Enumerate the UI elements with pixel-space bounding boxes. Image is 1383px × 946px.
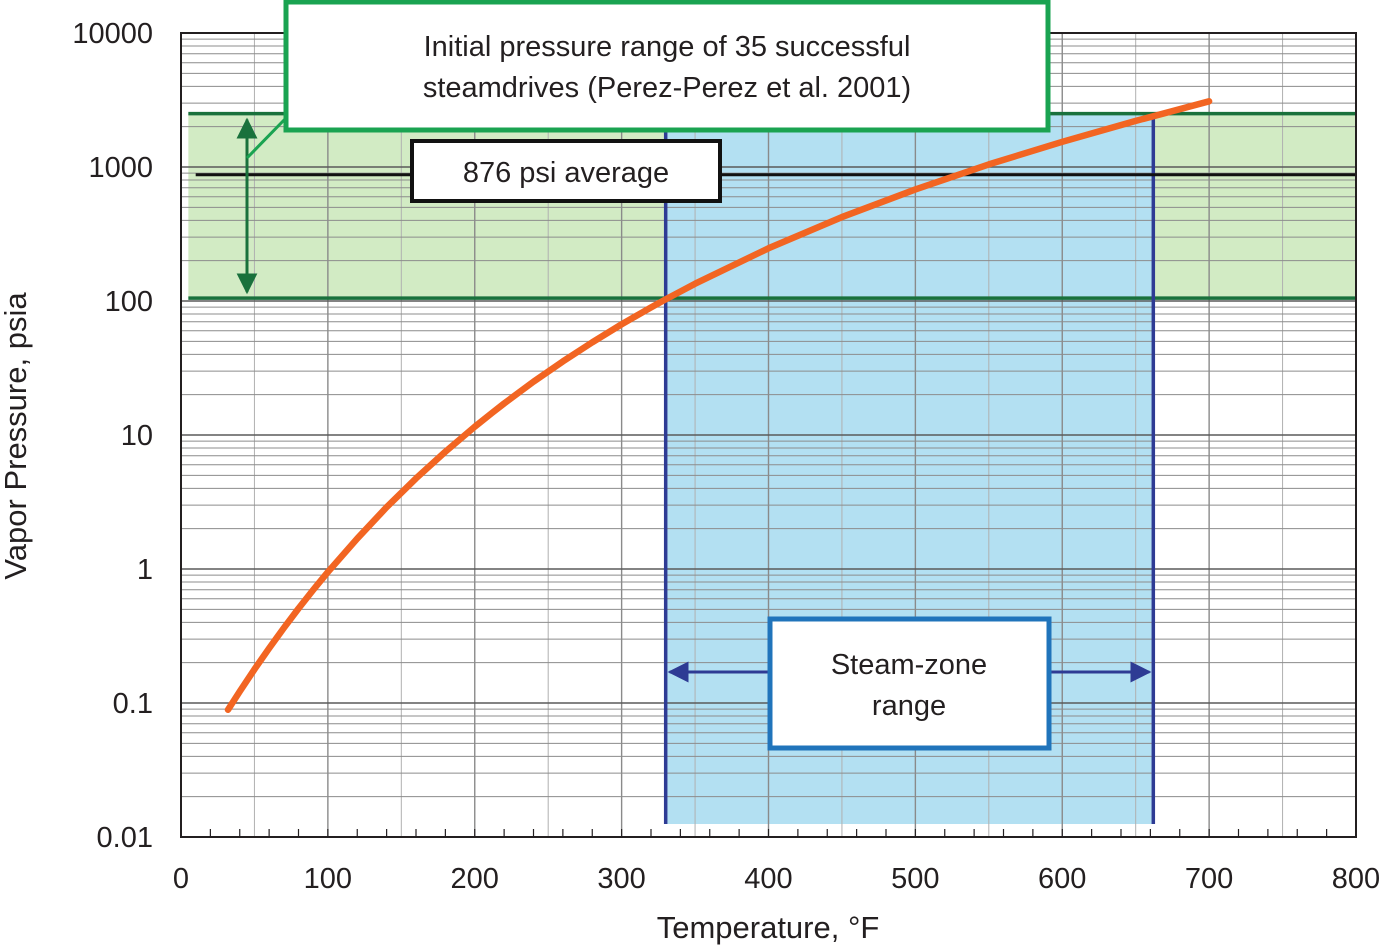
annotations: Initial pressure range of 35 successful s…: [236, 0, 1152, 751]
y-tick-label: 0.01: [97, 822, 153, 854]
steam-zone-text-line1: Steam-zone: [831, 649, 987, 681]
range-callout-text-line2: steamdrives (Perez-Perez et al. 2001): [423, 72, 911, 104]
x-tick-label: 700: [1185, 863, 1233, 895]
range-callout-box: [283, 0, 1051, 133]
vapor-pressure-curve: [224, 98, 1213, 714]
range-box-leader: [245, 116, 288, 160]
y-tick-label: 10000: [72, 18, 153, 50]
y-tick-label: 10: [121, 420, 153, 452]
x-tick-label: 100: [304, 863, 352, 895]
y-tick-label: 0.1: [113, 688, 153, 720]
y-axis-label: Vapor Pressure, psia: [0, 292, 33, 580]
x-tick-label: 500: [891, 863, 939, 895]
steam-zone-callout-box: [767, 616, 1052, 751]
x-tick-label: 800: [1332, 863, 1380, 895]
x-tick-label: 200: [451, 863, 499, 895]
y-tick-label: 1000: [88, 152, 153, 184]
y-tick-label: 1: [137, 554, 153, 586]
average-callout-box: [410, 139, 722, 203]
shaded-bands: [188, 113, 1356, 825]
x-tick-label: 0: [173, 863, 189, 895]
tick-labels: 0 100 200 300 400 500 600 700 800 0.01 0.1 1 10 100 10…: [72, 18, 1380, 895]
series-layer: [224, 98, 1213, 714]
x-tick-label: 300: [597, 863, 645, 895]
average-callout-text: 876 psi average: [463, 157, 669, 189]
y-tick-label: 100: [105, 286, 153, 318]
range-callout-text-line1: Initial pressure range of 35 successful: [424, 31, 911, 63]
x-tick-label: 600: [1038, 863, 1086, 895]
steam-zone-text-line2: range: [872, 690, 946, 722]
x-axis-label: Temperature, °F: [657, 910, 880, 945]
x-tick-label: 400: [744, 863, 792, 895]
